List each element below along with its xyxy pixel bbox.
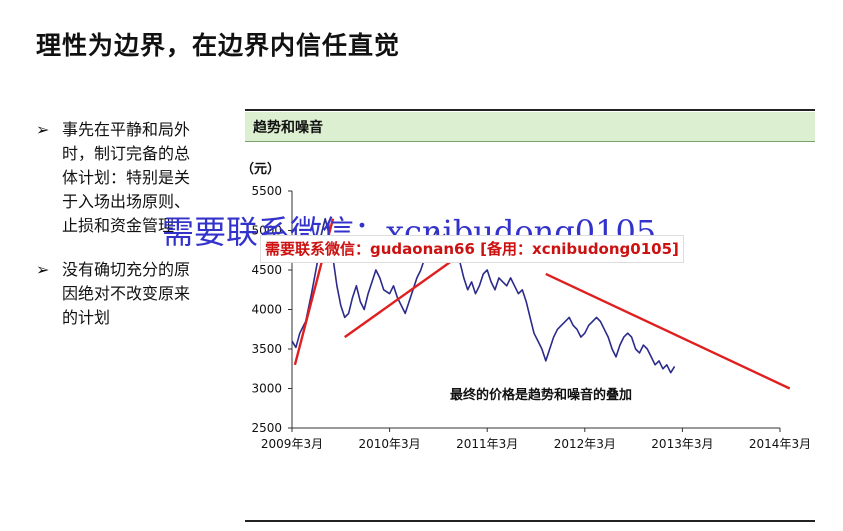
- x-tick-label: 2014年3月: [749, 437, 811, 451]
- page-title: 理性为边界，在边界内信任直觉: [36, 31, 401, 60]
- bullet-item: ➢ 事先在平静和局外时，制订完备的总体计划：特别是关于入场出场原则、止损和资金管…: [36, 118, 196, 238]
- arrow-bullet-icon: ➢: [36, 120, 50, 139]
- watermark-banner: 需要联系微信：gudaonan66 [备用：xcnibudong0105]: [260, 235, 684, 263]
- y-tick-label: 2500: [251, 421, 282, 435]
- panel-bottom-rule: [245, 520, 815, 522]
- y-tick-label: 4500: [251, 263, 282, 277]
- bullet-item: ➢ 没有确切充分的原因绝对不改变原来的计划: [36, 258, 196, 330]
- bullet-list: ➢ 事先在平静和局外时，制订完备的总体计划：特别是关于入场出场原则、止损和资金管…: [36, 118, 196, 350]
- panel-title: 趋势和噪音: [253, 120, 323, 136]
- y-tick-label: 5000: [251, 224, 282, 238]
- chart-annotation: 最终的价格是趋势和噪音的叠加: [450, 387, 632, 403]
- arrow-bullet-icon: ➢: [36, 260, 50, 279]
- y-tick-label: 3500: [251, 342, 282, 356]
- trend-line: [344, 261, 451, 339]
- x-tick-label: 2010年3月: [359, 437, 421, 451]
- x-tick-label: 2012年3月: [554, 437, 616, 451]
- y-tick-label: 5500: [251, 184, 282, 198]
- y-tick-label: 4000: [251, 303, 282, 317]
- trend-line: [545, 272, 791, 390]
- bullet-text: 事先在平静和局外时，制订完备的总体计划：特别是关于入场出场原则、止损和资金管理: [62, 120, 191, 235]
- x-tick-label: 2013年3月: [651, 437, 713, 451]
- panel-top-rule: [245, 109, 815, 111]
- bullet-text: 没有确切充分的原因绝对不改变原来的计划: [62, 260, 191, 327]
- x-tick-label: 2009年3月: [261, 437, 323, 451]
- x-tick-label: 2011年3月: [456, 437, 518, 451]
- price-series-line: [291, 217, 676, 374]
- panel-header: 趋势和噪音: [245, 112, 815, 142]
- y-tick-label: 3000: [251, 382, 282, 396]
- y-unit-label: （元）: [241, 162, 281, 177]
